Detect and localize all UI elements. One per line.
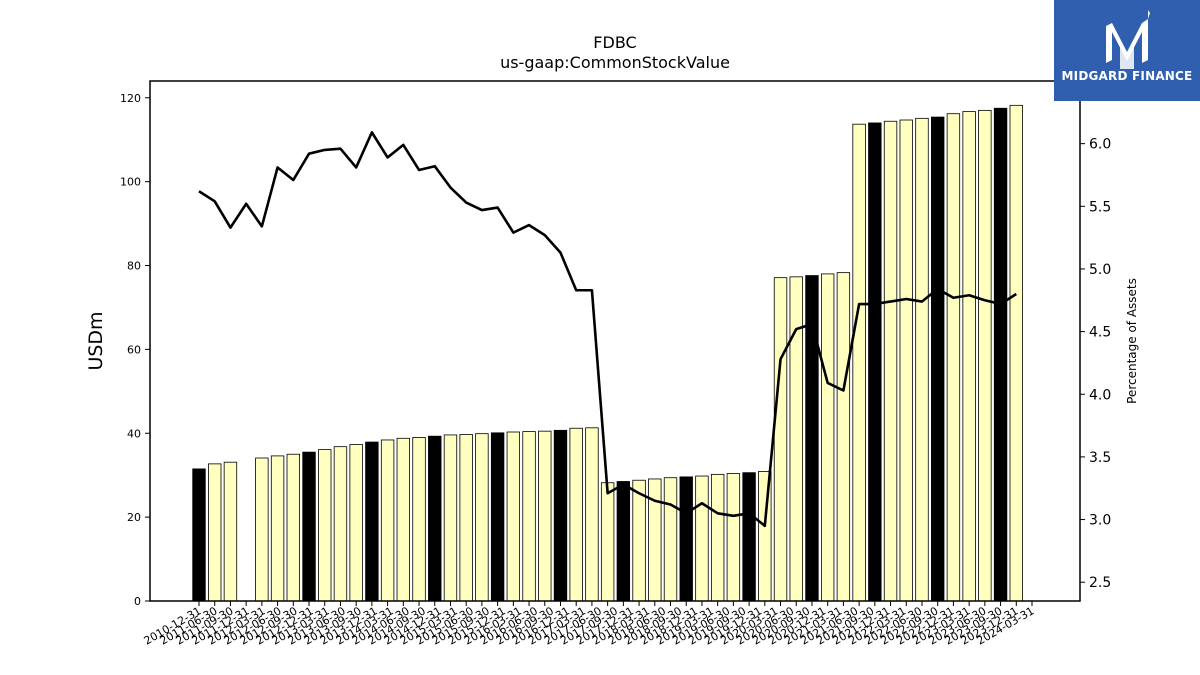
bar: [931, 116, 945, 602]
bar: [836, 272, 851, 602]
bar: [475, 433, 489, 602]
bar: [553, 429, 568, 602]
percentage-line: [198, 131, 1017, 528]
bar: [585, 427, 599, 602]
bar: [270, 455, 285, 602]
brand-name: MIDGARD FINANCE: [1061, 69, 1193, 83]
bar: [302, 451, 316, 602]
y2-tick-label: 3.5: [1089, 450, 1111, 466]
y2-tick-label: 6.0: [1089, 137, 1111, 153]
bar: [993, 107, 1008, 602]
y2-axis-label: Percentage of Assets: [1125, 278, 1139, 404]
y2-tick-label: 4.0: [1089, 387, 1111, 403]
y2-tick-label: 4.5: [1089, 325, 1111, 341]
bar: [946, 113, 961, 602]
bar: [679, 476, 693, 602]
bar: [428, 435, 442, 602]
bar: [1009, 104, 1023, 602]
y2-tick-label: 2.5: [1089, 575, 1111, 591]
bar: [632, 479, 646, 602]
y-tick-label: 120: [120, 92, 141, 105]
bar: [710, 473, 725, 602]
bar: [318, 449, 332, 602]
bar: [742, 472, 756, 602]
y-tick-label: 20: [127, 511, 141, 524]
bar: [569, 427, 583, 602]
midgard-m-logo-icon: [1106, 10, 1150, 69]
bar: [538, 430, 552, 602]
bar: [789, 276, 803, 602]
bar: [773, 277, 788, 602]
bar: [333, 446, 348, 602]
chart-subtitle: us-gaap:CommonStockValue: [500, 53, 730, 72]
bar: [286, 453, 300, 602]
bar: [915, 117, 929, 602]
y2-tick-label: 5.5: [1089, 199, 1111, 215]
bar: [883, 120, 898, 602]
bar: [192, 468, 206, 602]
bar: [663, 477, 678, 602]
bar: [365, 441, 379, 602]
bar: [506, 431, 521, 602]
y2-tick-label: 3.0: [1089, 513, 1111, 529]
axes-layer: 0204060801001202.53.03.54.04.55.05.56.02…: [120, 80, 1111, 648]
y-tick-label: 40: [127, 427, 141, 440]
y-tick-label: 0: [134, 595, 141, 608]
bar: [695, 475, 709, 602]
bar: [459, 434, 473, 602]
y-tick-label: 100: [120, 176, 141, 189]
bar: [820, 273, 835, 602]
y2-tick-label: 5.0: [1089, 262, 1111, 278]
bar: [380, 439, 395, 602]
bar: [522, 431, 536, 602]
bar: [223, 461, 238, 602]
midgard-finance-logo: MIDGARD FINANCE: [1054, 0, 1200, 101]
plot-frame: [149, 80, 1081, 602]
y-tick-label: 60: [127, 343, 141, 356]
y-tick-label: 80: [127, 260, 141, 273]
bar: [616, 481, 631, 602]
bar: [396, 437, 411, 602]
bar: [490, 432, 505, 602]
bar: [412, 437, 426, 602]
bars-layer: [192, 104, 1023, 602]
chart-title: FDBC: [593, 33, 636, 52]
bar: [255, 457, 269, 602]
bar: [726, 473, 741, 602]
bar: [899, 119, 913, 602]
bar: [868, 122, 882, 602]
bar: [962, 111, 976, 602]
bar: [208, 463, 222, 602]
bar: [852, 123, 866, 602]
bar: [443, 434, 458, 602]
line-layer: [198, 131, 1017, 528]
bar: [600, 482, 615, 602]
bar: [349, 444, 363, 602]
bar: [978, 109, 992, 602]
y-axis-label: USDm: [85, 311, 107, 370]
